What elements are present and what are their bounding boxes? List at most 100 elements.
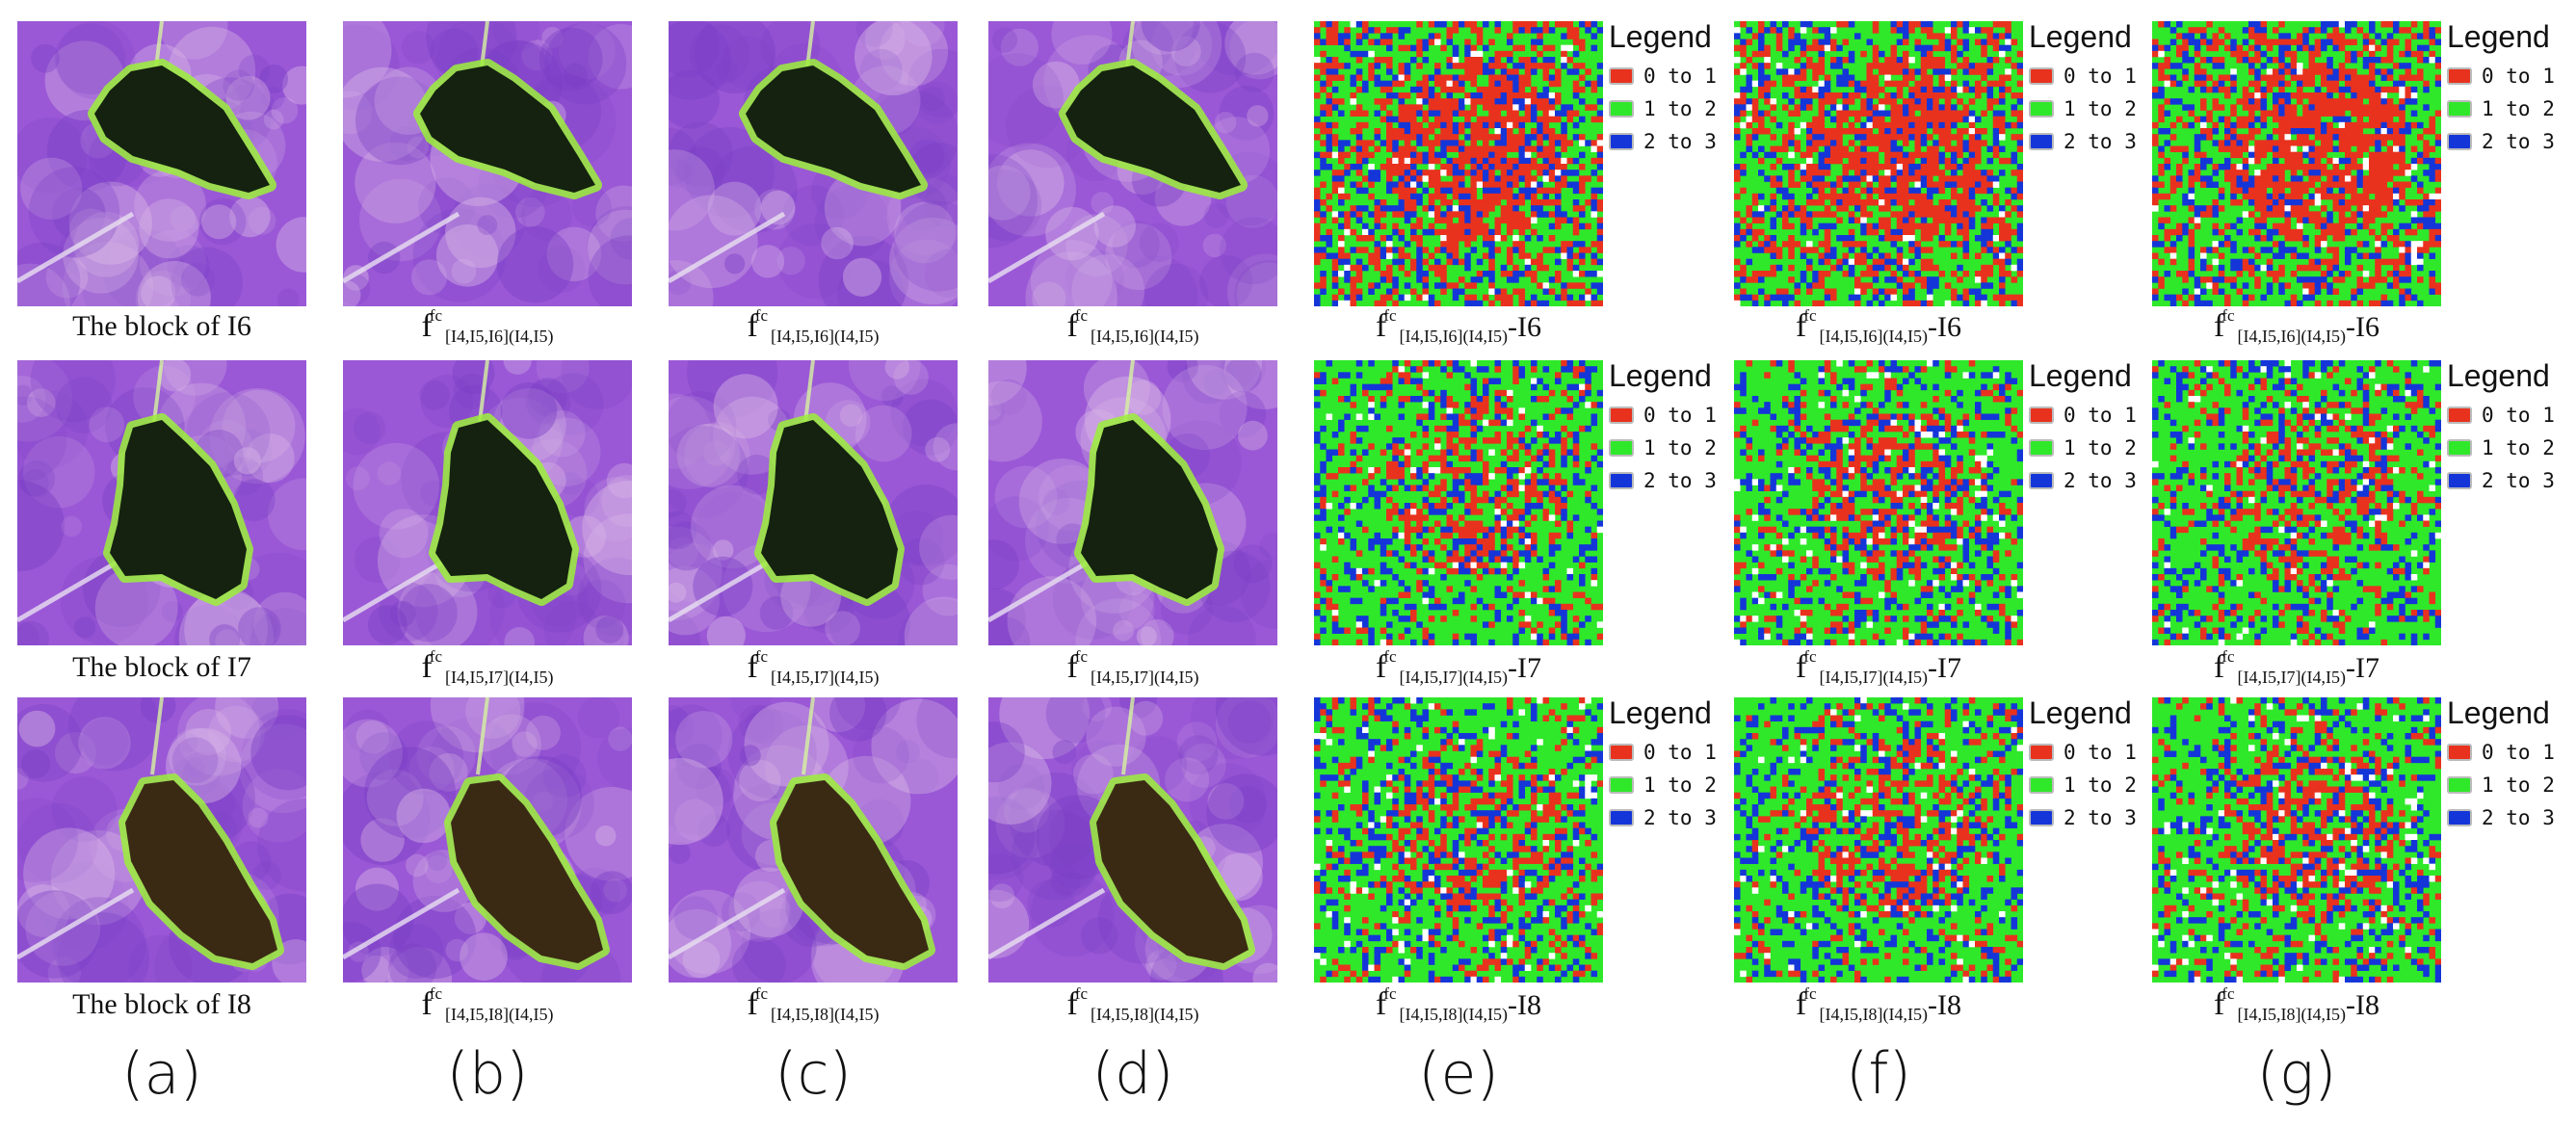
legend-label: 1 to 2: [2063, 436, 2137, 459]
legend-title: Legend: [2447, 19, 2550, 54]
legend-label: 2 to 3: [2482, 130, 2555, 153]
legend-label: 0 to 1: [2482, 65, 2555, 88]
legend-item: 0 to 1: [1609, 736, 1734, 769]
legend-label: 1 to 2: [2482, 436, 2555, 459]
legend-item: 0 to 1: [2029, 736, 2154, 769]
panel-caption: ffc[I4,I5,I6](I4,I5)-I6: [2133, 306, 2460, 353]
legend-item: 0 to 1: [2029, 60, 2154, 92]
legend: Legend 0 to 1 1 to 2 2 to 3: [2029, 695, 2154, 834]
legend-swatch: [1609, 472, 1634, 489]
legend-label: 0 to 1: [2063, 741, 2137, 764]
legend-swatch: [1609, 809, 1634, 826]
column-letter: (c): [775, 1040, 852, 1108]
function-subscript: [I4,I5,I7](I4,I5): [771, 668, 880, 687]
panel-difference-map-I8: [1734, 697, 2023, 983]
legend-item: 2 to 3: [1609, 125, 1734, 158]
panel-difference-map-I7: [1734, 360, 2023, 645]
panel-image: [17, 21, 306, 306]
legend-swatch: [1609, 776, 1634, 794]
function-symbol: f: [421, 986, 433, 1022]
legend-label: 1 to 2: [2482, 97, 2555, 120]
difference-suffix: -I6: [1508, 311, 1541, 343]
legend-label: 0 to 1: [1643, 65, 1717, 88]
legend-item: 0 to 1: [2447, 399, 2572, 432]
panel-satellite-block-I8: [17, 697, 306, 983]
legend: Legend 0 to 1 1 to 2 2 to 3: [2029, 358, 2154, 497]
panel-fused-prediction-I8: [988, 697, 1277, 983]
legend-swatch: [2447, 809, 2472, 826]
panel-caption: ffc[I4,I5,I8](I4,I5)-I8: [1715, 984, 2042, 1031]
legend-swatch: [1609, 406, 1634, 424]
legend-item: 2 to 3: [2447, 464, 2572, 497]
legend: Legend 0 to 1 1 to 2 2 to 3: [1609, 358, 1734, 497]
function-subscript: [I4,I5,I8](I4,I5): [2237, 1005, 2346, 1024]
panel-image: [17, 697, 306, 983]
function-subscript: [I4,I5,I8](I4,I5): [1399, 1005, 1508, 1024]
function-subscript: [I4,I5,I6](I4,I5): [771, 327, 880, 346]
panel-caption: ffc[I4,I5,I6](I4,I5)-I6: [1715, 306, 2042, 353]
panel-caption: ffc[I4,I5,I7](I4,I5)-I7: [1295, 647, 1622, 694]
function-symbol: f: [747, 308, 758, 344]
function-superscript: fc: [754, 984, 769, 1003]
panel-difference-map-I6: [1314, 21, 1603, 306]
function-subscript: [I4,I5,I6](I4,I5): [1091, 327, 1199, 346]
panel-difference-map-I6: [2152, 21, 2441, 306]
legend-swatch: [2029, 809, 2054, 826]
column-letter: (a): [121, 1040, 202, 1108]
legend-label: 1 to 2: [2063, 773, 2137, 797]
function-subscript: [I4,I5,I7](I4,I5): [2237, 668, 2346, 687]
legend-title: Legend: [2029, 695, 2132, 730]
legend-swatch: [2447, 439, 2472, 457]
panel-caption: ffc[I4,I5,I7](I4,I5): [969, 647, 1297, 694]
function-subscript: [I4,I5,I6](I4,I5): [1399, 327, 1508, 346]
function-superscript: fc: [2221, 647, 2235, 666]
legend-swatch: [2029, 439, 2054, 457]
difference-suffix: -I7: [2346, 652, 2379, 684]
panel-caption: ffc[I4,I5,I6](I4,I5): [324, 306, 651, 353]
panel-caption: ffc[I4,I5,I8](I4,I5): [969, 984, 1297, 1031]
legend-swatch: [2029, 744, 2054, 761]
legend-item: 0 to 1: [2447, 736, 2572, 769]
legend-label: 2 to 3: [2063, 806, 2137, 829]
panel-caption: ffc[I4,I5,I7](I4,I5): [324, 647, 651, 694]
function-superscript: fc: [2221, 306, 2235, 325]
legend: Legend 0 to 1 1 to 2 2 to 3: [1609, 695, 1734, 834]
legend-label: 0 to 1: [2063, 65, 2137, 88]
legend-item: 0 to 1: [1609, 60, 1734, 92]
legend-item: 1 to 2: [1609, 432, 1734, 464]
panel-image: [1314, 21, 1603, 306]
legend-swatch: [2447, 472, 2472, 489]
function-superscript: fc: [429, 647, 443, 666]
panel-difference-map-I7: [2152, 360, 2441, 645]
column-letter: (g): [2256, 1040, 2337, 1108]
legend-swatch: [2029, 67, 2054, 85]
function-symbol: f: [1796, 649, 1807, 685]
legend-title: Legend: [2447, 695, 2550, 730]
legend-label: 1 to 2: [1643, 97, 1717, 120]
legend-label: 0 to 1: [1643, 404, 1717, 427]
function-superscript: fc: [1383, 647, 1397, 666]
legend-label: 2 to 3: [1643, 469, 1717, 492]
legend-item: 2 to 3: [2029, 125, 2154, 158]
legend-item: 2 to 3: [2447, 125, 2572, 158]
legend-item: 1 to 2: [1609, 769, 1734, 801]
panel-image: [669, 360, 958, 645]
legend-label: 0 to 1: [2482, 404, 2555, 427]
function-superscript: fc: [1074, 984, 1089, 1003]
function-subscript: [I4,I5,I8](I4,I5): [1819, 1005, 1928, 1024]
panel-caption: ffc[I4,I5,I7](I4,I5)-I7: [2133, 647, 2460, 694]
legend: Legend 0 to 1 1 to 2 2 to 3: [1609, 19, 1734, 158]
difference-suffix: -I6: [2346, 311, 2379, 343]
panel-image: [988, 697, 1277, 983]
legend-label: 2 to 3: [2063, 469, 2137, 492]
panel-fused-prediction-I8: [343, 697, 632, 983]
legend-label: 2 to 3: [2482, 806, 2555, 829]
panel-caption: ffc[I4,I5,I8](I4,I5): [324, 984, 651, 1031]
function-symbol: f: [1066, 986, 1078, 1022]
legend-label: 1 to 2: [2063, 97, 2137, 120]
panel-difference-map-I8: [1314, 697, 1603, 983]
legend-label: 2 to 3: [1643, 806, 1717, 829]
function-superscript: fc: [429, 306, 443, 325]
legend-swatch: [2029, 100, 2054, 118]
